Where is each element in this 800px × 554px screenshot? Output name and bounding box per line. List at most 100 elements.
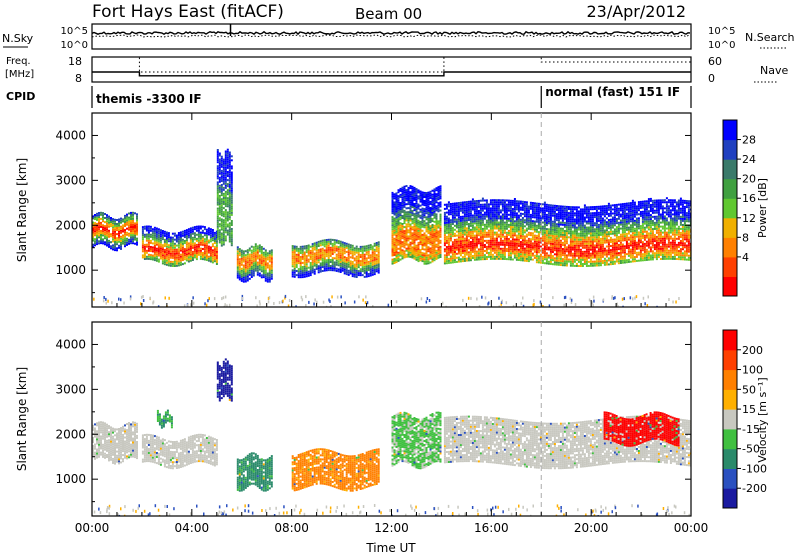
heatmap-cell	[475, 258, 478, 261]
heatmap-cell	[157, 242, 160, 245]
heatmap-cell	[569, 244, 572, 247]
heatmap-cell	[193, 232, 196, 235]
heatmap-cell	[579, 222, 582, 225]
heatmap-cell	[561, 207, 564, 210]
heatmap-cell	[317, 255, 320, 258]
heatmap-cell	[397, 229, 400, 232]
heatmap-cell	[224, 221, 227, 224]
heatmap-cell	[291, 257, 294, 260]
heatmap-cell	[399, 244, 402, 247]
heatmap-cell	[391, 208, 394, 211]
heatmap-cell	[357, 272, 360, 275]
heatmap-cell	[467, 212, 470, 215]
heatmap-cell	[445, 229, 448, 232]
heatmap-cell	[339, 242, 342, 245]
heatmap-cell	[220, 186, 223, 188]
heatmap-cell	[451, 210, 454, 213]
heatmap-cell	[503, 245, 506, 248]
heatmap-cell	[529, 222, 532, 224]
heatmap-cell	[122, 218, 124, 221]
heatmap-cell	[226, 231, 229, 234]
heatmap-cell	[329, 269, 332, 272]
heatmap-cell	[401, 231, 404, 234]
heatmap-cell	[451, 247, 454, 250]
heatmap-cell	[575, 242, 578, 245]
heatmap-cell	[423, 210, 426, 213]
heatmap-cell	[317, 251, 320, 254]
heatmap-cell	[585, 250, 588, 253]
heatmap-cell	[507, 209, 510, 212]
heatmap-cell	[429, 190, 432, 193]
heatmap-cell	[505, 213, 508, 216]
heatmap-cell	[521, 245, 524, 248]
heatmap-cell	[541, 247, 544, 250]
heatmap-cell	[179, 255, 182, 258]
heatmap-cell	[449, 247, 452, 250]
heatmap-cell	[493, 243, 496, 246]
heatmap-cell	[165, 245, 168, 248]
heatmap-cell	[177, 240, 180, 243]
heatmap-cell	[116, 219, 118, 221]
heatmap-cell	[451, 259, 454, 262]
heatmap-cell	[377, 245, 380, 248]
heatmap-cell	[240, 259, 243, 262]
heatmap-cell	[503, 252, 506, 254]
heatmap-cell	[425, 194, 428, 196]
heatmap-cell	[517, 248, 520, 251]
heatmap-cell	[130, 232, 132, 235]
heatmap-cell	[405, 199, 408, 202]
heatmap-cell	[549, 226, 552, 229]
heatmap-cell	[293, 255, 296, 258]
heatmap-cell	[179, 239, 182, 242]
heatmap-cell	[141, 234, 144, 237]
heatmap-cell	[248, 277, 251, 280]
heatmap-cell	[439, 189, 442, 192]
heatmap-cell	[353, 275, 356, 278]
heatmap-cell	[297, 254, 300, 256]
heatmap-cell	[173, 263, 176, 265]
heatmap-cell	[571, 226, 574, 229]
heatmap-cell	[305, 259, 308, 262]
heatmap-cell	[577, 212, 580, 215]
heatmap-cell	[429, 192, 432, 195]
heatmap-cell	[589, 262, 592, 265]
heatmap-cell	[216, 167, 219, 170]
heatmap-cell	[553, 208, 556, 211]
heatmap-cell	[339, 260, 342, 263]
heatmap-cell	[415, 198, 418, 201]
heatmap-cell	[555, 245, 558, 248]
heatmap-cell	[199, 247, 202, 250]
heatmap-cell	[469, 218, 472, 221]
heatmap-cell	[226, 225, 229, 228]
heatmap-cell	[226, 156, 229, 159]
heatmap-cell	[565, 220, 568, 222]
heatmap-cell	[559, 235, 562, 238]
heatmap-cell	[479, 254, 482, 257]
heatmap-cell	[427, 254, 430, 257]
heatmap-cell	[230, 240, 233, 243]
heatmap-cell	[179, 247, 182, 250]
heatmap-cell	[128, 222, 130, 225]
heatmap-cell	[313, 264, 316, 267]
heatmap-cell	[230, 181, 233, 184]
heatmap-cell	[108, 221, 110, 224]
heatmap-cell	[118, 236, 120, 239]
heatmap-cell	[551, 247, 554, 249]
heatmap-cell	[371, 273, 374, 276]
heatmap-cell	[569, 248, 572, 251]
heatmap-cell	[341, 267, 344, 270]
heatmap-cell	[333, 243, 336, 246]
heatmap-cell	[541, 257, 544, 260]
heatmap-cell	[543, 227, 546, 230]
heatmap-cell	[459, 236, 462, 239]
heatmap-cell	[209, 260, 212, 263]
heatmap-cell	[519, 224, 522, 227]
heatmap-cell	[583, 220, 586, 223]
heatmap-cell	[365, 257, 368, 260]
heatmap-cell	[260, 274, 263, 277]
heatmap-cell	[171, 248, 174, 251]
heatmap-cell	[559, 207, 562, 210]
heatmap-cell	[397, 223, 400, 226]
heatmap-cell	[201, 258, 204, 261]
heatmap-cell	[555, 239, 558, 242]
